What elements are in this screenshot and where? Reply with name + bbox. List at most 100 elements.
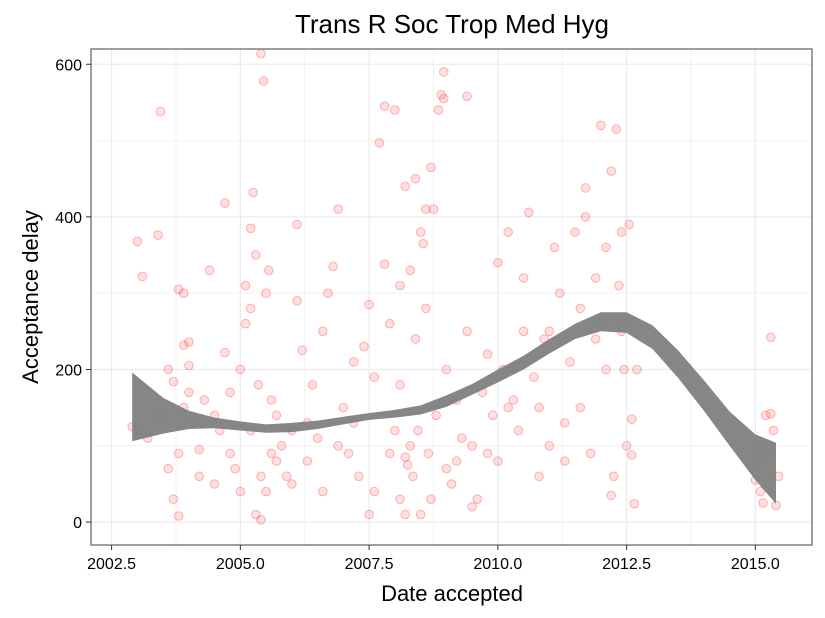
data-point [426, 494, 436, 505]
data-point [312, 433, 323, 444]
data-point [560, 418, 570, 428]
data-point [611, 124, 622, 134]
data-point [627, 450, 637, 460]
data-point [467, 502, 477, 512]
data-point [632, 364, 642, 375]
data-point [194, 444, 204, 455]
data-point [554, 288, 565, 299]
data-point [606, 166, 617, 176]
data-point [482, 448, 493, 459]
x-tick-label: 2002.5 [87, 556, 136, 573]
data-point [261, 486, 271, 497]
data-point [560, 456, 570, 466]
data-point [220, 198, 230, 208]
data-point [333, 441, 344, 451]
data-point [421, 204, 431, 214]
data-point [503, 227, 514, 237]
data-point [487, 410, 498, 421]
data-point [596, 120, 606, 131]
data-point [766, 409, 776, 419]
x-tick-label: 2012.5 [602, 556, 651, 573]
data-point [256, 471, 266, 482]
data-point [338, 402, 349, 413]
data-point [281, 471, 292, 482]
data-point [482, 349, 493, 360]
data-point [173, 284, 184, 295]
data-point [173, 448, 184, 459]
data-point [410, 334, 421, 344]
data-point [418, 238, 429, 249]
data-point [441, 463, 452, 474]
data-point [390, 105, 400, 115]
data-point [627, 414, 637, 424]
data-point [235, 486, 246, 497]
data-point [261, 288, 271, 299]
data-point [590, 334, 601, 344]
data-point [318, 326, 328, 337]
data-point [225, 448, 235, 459]
data-point [369, 372, 380, 382]
data-point [446, 479, 457, 489]
data-point [168, 494, 179, 505]
data-point [400, 509, 411, 520]
data-point [245, 223, 256, 234]
data-point [493, 456, 503, 466]
data-point [608, 471, 619, 482]
data-point [266, 448, 277, 459]
data-point [199, 395, 210, 405]
x-tick-label: 2010.0 [473, 556, 522, 573]
data-point [354, 471, 364, 482]
plot-panel [91, 49, 812, 545]
data-point [415, 509, 426, 520]
data-point [400, 452, 411, 463]
data-point [421, 303, 431, 314]
data-point [263, 265, 274, 276]
data-point [194, 471, 204, 482]
data-point [518, 326, 529, 337]
data-point [292, 219, 302, 230]
data-point [524, 207, 534, 218]
data-point [616, 227, 627, 237]
data-point [287, 479, 297, 489]
data-point [493, 257, 503, 268]
data-point [518, 273, 529, 283]
data-point [178, 340, 189, 350]
data-point [580, 183, 591, 193]
data-point [402, 460, 413, 470]
data-point [462, 91, 472, 102]
data-point [271, 456, 282, 466]
data-point [384, 448, 395, 459]
data-point [768, 425, 779, 436]
data-point [251, 509, 261, 520]
data-point [601, 242, 611, 253]
data-point [374, 138, 385, 148]
data-point [619, 364, 629, 375]
y-tick-label: 0 [73, 515, 82, 532]
data-point [276, 441, 287, 451]
data-point [426, 162, 436, 173]
data-point [760, 410, 771, 421]
data-point [395, 380, 405, 390]
data-point [472, 494, 483, 505]
data-point [359, 341, 369, 352]
data-point [413, 425, 423, 436]
data-point [436, 90, 447, 100]
data-point [439, 93, 449, 104]
data-point [467, 441, 477, 451]
data-point [184, 337, 194, 347]
data-point [163, 463, 174, 474]
data-point [323, 288, 333, 299]
data-point [601, 364, 611, 375]
data-point [503, 402, 514, 413]
data-point [405, 265, 416, 276]
data-point [163, 364, 174, 375]
data-point [614, 280, 624, 291]
y-tick-label: 200 [55, 362, 82, 379]
y-axis-ticks: 0 200 400 600 [55, 57, 91, 532]
data-point [225, 387, 235, 398]
data-point [758, 498, 768, 508]
data-point [439, 67, 449, 77]
y-tick-label: 600 [55, 57, 82, 74]
data-point [184, 360, 194, 371]
data-point [606, 490, 617, 501]
